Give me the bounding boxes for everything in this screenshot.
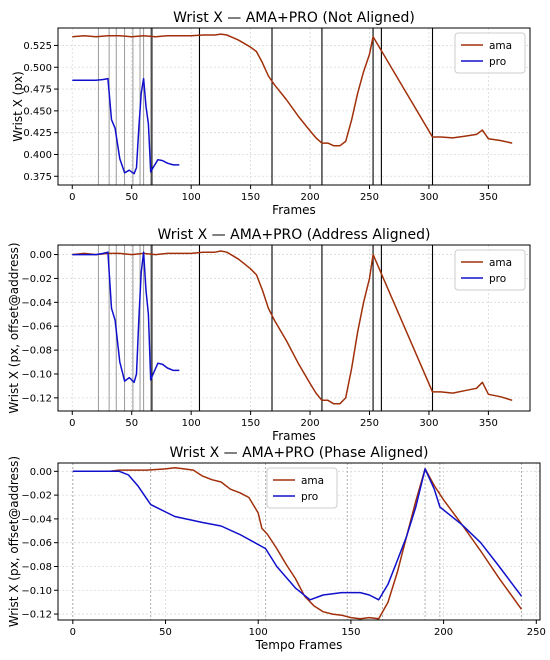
x-tick-label: 300 (419, 192, 438, 203)
chart-title: Wrist X — AMA+PRO (Address Aligned) (158, 227, 431, 243)
plot-frame (57, 244, 531, 412)
y-tick-label: 0.475 (23, 85, 52, 96)
legend-label-ama: ama (489, 257, 512, 269)
legend-label-pro: pro (489, 273, 506, 285)
x-tick-label: 50 (125, 418, 138, 429)
x-tick-label: 300 (419, 418, 438, 429)
y-tick-label: −0.10 (21, 369, 52, 380)
plot-frame (57, 27, 531, 186)
y-tick-label: −0.04 (21, 298, 52, 309)
x-tick-label: 200 (434, 627, 453, 638)
x-tick-label: 0 (70, 627, 76, 638)
series-ama-line (72, 467, 523, 620)
y-tick-label: 0.375 (23, 172, 52, 183)
x-tick-label: 50 (159, 627, 172, 638)
x-tick-label: 0 (69, 418, 75, 429)
y-tick-label: −0.02 (21, 491, 52, 502)
x-tick-label: 200 (301, 418, 320, 429)
x-axis-label: Frames (272, 203, 316, 217)
series-pro-line (72, 251, 180, 384)
y-tick-label: −0.10 (21, 586, 52, 597)
series-pro-line (72, 77, 180, 175)
y-tick-label: −0.08 (21, 562, 52, 573)
y-axis-label: Wrist X (px, offset@address) (7, 242, 21, 413)
legend-box (454, 32, 526, 74)
y-tick-label: 0.450 (23, 106, 52, 117)
x-tick-label: 50 (125, 192, 138, 203)
legend-label-pro: pro (301, 491, 318, 503)
x-tick-label: 100 (182, 192, 201, 203)
chart-title: Wrist X — AMA+PRO (Phase Aligned) (170, 445, 429, 461)
y-tick-label: −0.04 (21, 514, 52, 525)
plot-frame (57, 462, 541, 621)
y-tick-label: −0.06 (21, 322, 52, 333)
y-tick-label: 0.400 (23, 150, 52, 161)
x-axis-label: Frames (272, 429, 316, 443)
y-axis-label: Wrist X (px, offset@address) (7, 456, 21, 627)
x-tick-label: 350 (479, 418, 498, 429)
legend: ama pro (454, 249, 526, 291)
x-tick-label: 350 (479, 192, 498, 203)
series-ama-line (72, 33, 513, 147)
y-tick-label: 0.525 (23, 41, 52, 52)
x-tick-label: 250 (360, 192, 379, 203)
legend: ama pro (266, 467, 338, 509)
chart-1: 0 50 100 150 200 250 300 350 0.375 0.400 0.425 0.45… (11, 10, 531, 217)
x-tick-label: 150 (241, 192, 260, 203)
y-tick-label: −0.12 (21, 610, 52, 621)
x-tick-label: 200 (301, 192, 320, 203)
legend-label-pro: pro (489, 56, 506, 68)
y-tick-label: −0.12 (21, 393, 52, 404)
x-axis-label: Tempo Frames (255, 638, 343, 652)
y-tick-label: 0.00 (30, 467, 52, 478)
chart-title: Wrist X — AMA+PRO (Not Aligned) (173, 10, 415, 26)
series-pro-line (72, 468, 523, 601)
y-axis-label: Wrist X (px) (11, 71, 25, 141)
chart-3: 0 50 100 150 200 250 −0.12 −0.10 −0.08 −0.06 −0.04… (7, 445, 546, 652)
legend-label-ama: ama (301, 475, 324, 487)
y-tick-label: 0.500 (23, 63, 52, 74)
y-tick-label: 0.00 (30, 250, 52, 261)
legend-box (454, 249, 526, 291)
x-tick-label: 0 (69, 192, 75, 203)
x-tick-label: 150 (341, 627, 360, 638)
y-tick-label: −0.06 (21, 538, 52, 549)
x-tick-label: 250 (360, 418, 379, 429)
y-tick-label: 0.425 (23, 128, 52, 139)
chart-2: 0 50 100 150 200 250 300 350 −0.12 −0.10 −0.08 −0.0… (7, 227, 531, 443)
y-tick-label: −0.02 (21, 274, 52, 285)
x-tick-label: 250 (527, 627, 546, 638)
x-tick-label: 100 (249, 627, 268, 638)
x-tick-label: 150 (241, 418, 260, 429)
x-tick-label: 100 (182, 418, 201, 429)
legend-box (266, 467, 338, 509)
y-tick-label: −0.08 (21, 346, 52, 357)
legend: ama pro (454, 32, 526, 74)
series-ama-line (72, 250, 513, 405)
legend-label-ama: ama (489, 40, 512, 52)
